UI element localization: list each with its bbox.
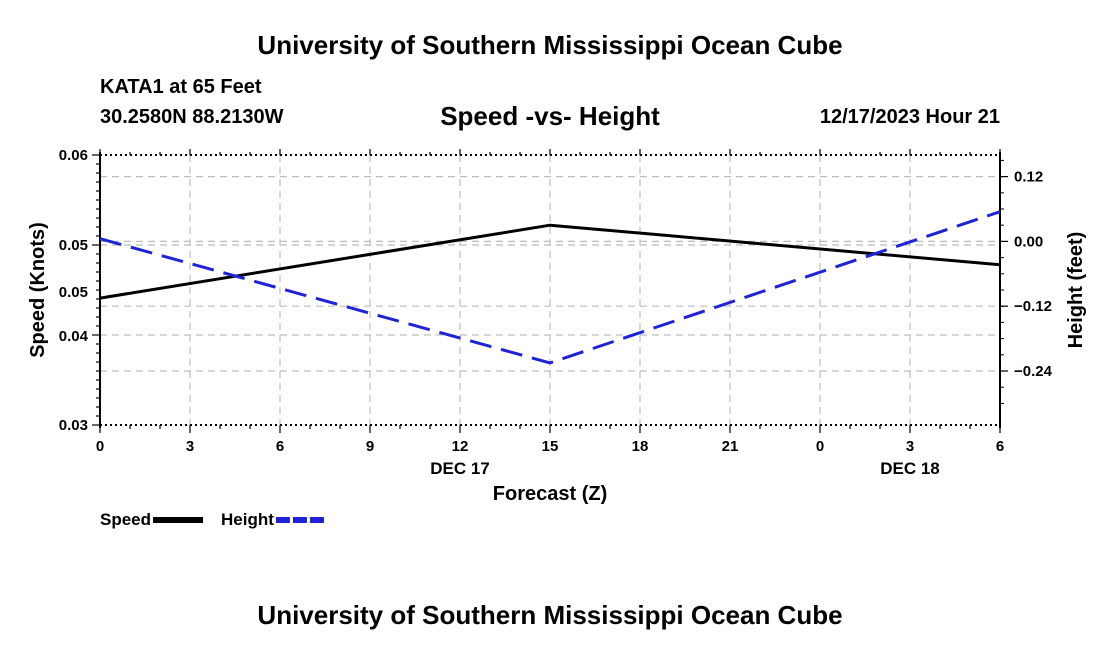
legend-label: Speed [100, 510, 151, 529]
y2-tick-label: −0.12 [1014, 298, 1052, 315]
x-tick-label: 0 [816, 438, 824, 455]
x-tick-label: 15 [542, 438, 559, 455]
y-tick-label: 0.05 [59, 284, 88, 301]
chart-subtitle: Speed -vs- Height [440, 101, 660, 131]
x-date-label: DEC 18 [880, 459, 940, 478]
y-tick-label: 0.05 [59, 237, 88, 254]
y-tick-label: 0.06 [59, 147, 88, 164]
y2-tick-label: 0.00 [1014, 233, 1043, 250]
x-tick-label: 18 [632, 438, 649, 455]
x-tick-label: 6 [996, 438, 1004, 455]
y2-axis-title: Height (feet) [1065, 232, 1087, 349]
station-coordinates: 30.2580N 88.2130W [100, 106, 284, 128]
station-label: KATA1 at 65 Feet [100, 76, 262, 98]
x-tick-label: 21 [722, 438, 739, 455]
y2-tick-label: 0.12 [1014, 169, 1043, 186]
x-tick-label: 6 [276, 438, 284, 455]
legend-label: Height [221, 510, 274, 529]
x-tick-label: 3 [186, 438, 194, 455]
y2-tick-label: −0.24 [1014, 363, 1053, 380]
series-line-speed [99, 223, 1001, 300]
y-tick-label: 0.04 [59, 328, 89, 345]
x-date-label: DEC 17 [430, 459, 490, 478]
footer-title: University of Southern Mississippi Ocean… [257, 600, 843, 630]
x-axis-title: Forecast (Z) [493, 483, 607, 505]
forecast-datetime: 12/17/2023 Hour 21 [819, 106, 1000, 128]
series-line-height [99, 210, 1001, 365]
x-tick-label: 9 [366, 438, 374, 455]
page-title: University of Southern Mississippi Ocean… [257, 30, 843, 60]
x-tick-label: 12 [452, 438, 469, 455]
x-tick-label: 3 [906, 438, 914, 455]
y-axis-title: Speed (Knots) [27, 222, 49, 358]
y-tick-label: 0.03 [59, 417, 88, 434]
x-tick-label: 0 [96, 438, 104, 455]
